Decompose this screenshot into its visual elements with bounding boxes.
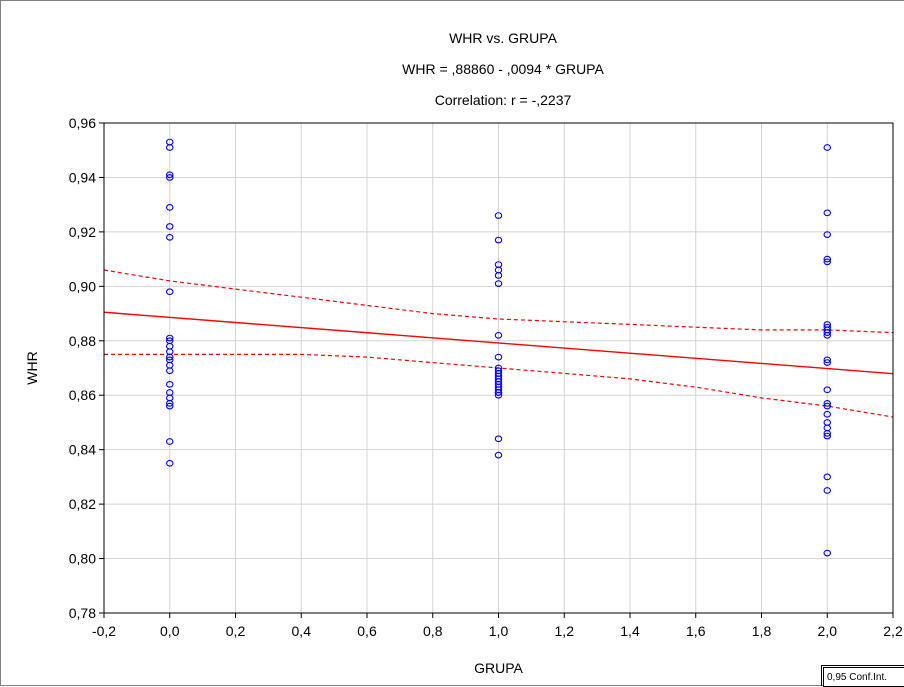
- data-point: [166, 288, 174, 296]
- y-tick-label: 0,78: [69, 605, 96, 621]
- y-tick-label: 0,86: [69, 387, 96, 403]
- data-point: [166, 400, 174, 407]
- data-point: [494, 391, 503, 399]
- data-point: [823, 231, 831, 238]
- data-point: [823, 549, 831, 557]
- regression-line-group: [103, 311, 894, 375]
- axis-ticks: -0,2 0,0 0,2 0,4 0,6 0,8 1,0 1,2 1,4 1,6 1,8 2,0 2,2…: [69, 115, 903, 639]
- x-tick-label: 0,0: [160, 623, 180, 639]
- legend: 0,95 Conf.Int.: [821, 665, 904, 687]
- data-point: [494, 212, 503, 219]
- data-point: [166, 174, 174, 181]
- data-point: [823, 326, 831, 334]
- data-point: [823, 402, 831, 410]
- y-tick-label: 0,96: [69, 115, 96, 131]
- data-point: [166, 402, 174, 410]
- x-tick-label: 2,0: [818, 623, 838, 639]
- data-point: [823, 432, 831, 440]
- x-tick-label: 0,4: [292, 623, 312, 639]
- data-point: [166, 438, 174, 445]
- x-tick-label: 1,0: [489, 623, 509, 639]
- regression-line: [103, 311, 894, 375]
- data-point: [494, 272, 503, 279]
- data-points: [166, 138, 831, 557]
- y-tick-label: 0,90: [69, 278, 96, 294]
- data-point: [823, 386, 831, 394]
- data-point: [494, 236, 503, 244]
- data-point: [166, 204, 174, 211]
- x-tick-label: -0,2: [92, 623, 116, 639]
- data-point: [166, 144, 174, 151]
- data-point: [494, 353, 503, 361]
- data-point: [823, 400, 831, 407]
- data-point: [494, 435, 503, 443]
- x-tick-label: 1,6: [686, 623, 706, 639]
- data-point: [823, 429, 831, 437]
- data-point: [823, 255, 831, 263]
- data-point: [166, 171, 174, 179]
- data-point: [494, 389, 503, 396]
- x-tick-label: 0,2: [226, 623, 246, 639]
- correlation-annotation: Correlation: r = -,2237: [434, 92, 572, 108]
- chart-subtitle: WHR = ,88860 - ,0094 * GRUPA: [402, 61, 604, 77]
- data-point: [166, 367, 174, 375]
- data-point: [494, 331, 503, 339]
- data-point: [166, 223, 174, 230]
- data-point: [823, 410, 831, 418]
- data-point: [494, 367, 503, 375]
- y-axis-label: WHR: [24, 351, 40, 384]
- data-point: [166, 334, 174, 342]
- x-tick-label: 1,8: [752, 623, 772, 639]
- data-point: [823, 487, 831, 494]
- data-point: [823, 209, 831, 217]
- chart-title: WHR vs. GRUPA: [449, 30, 557, 46]
- x-tick-label: 0,8: [423, 623, 443, 639]
- y-tick-label: 0,94: [69, 169, 96, 185]
- x-tick-label: 1,4: [620, 623, 640, 639]
- x-tick-label: 1,2: [555, 623, 575, 639]
- legend-label: 0,95 Conf.Int.: [827, 672, 888, 683]
- data-point: [166, 380, 174, 388]
- data-point: [494, 451, 503, 459]
- data-point: [823, 359, 831, 366]
- y-tick-label: 0,80: [69, 551, 96, 567]
- y-tick-label: 0,82: [69, 496, 96, 512]
- data-point: [823, 258, 831, 266]
- x-axis-label: GRUPA: [474, 660, 523, 676]
- data-point: [166, 348, 174, 356]
- data-point: [823, 329, 831, 336]
- y-tick-label: 0,88: [69, 333, 96, 349]
- data-point: [166, 233, 174, 241]
- data-point: [823, 144, 831, 151]
- confidence-upper-line: [103, 269, 894, 334]
- data-point: [823, 473, 831, 481]
- x-tick-label: 2,2: [883, 623, 903, 639]
- data-point: [494, 280, 503, 287]
- y-tick-label: 0,84: [69, 442, 96, 458]
- x-tick-label: 0,6: [357, 623, 377, 639]
- data-point: [823, 356, 831, 364]
- y-tick-label: 0,92: [69, 224, 96, 240]
- data-point: [166, 459, 174, 467]
